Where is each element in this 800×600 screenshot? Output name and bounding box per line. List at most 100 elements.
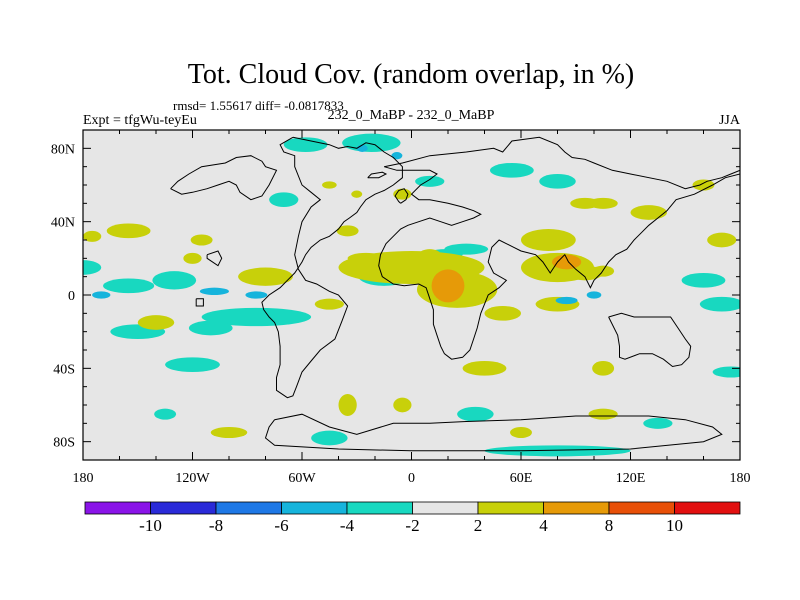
land-outline-6 (170, 155, 278, 201)
anomaly-region-21 (643, 417, 673, 429)
colorbar-swatch (84, 501, 151, 515)
colorbar-swatch (608, 501, 675, 515)
land-outline-1 (264, 413, 723, 452)
anomaly-region-54 (510, 427, 532, 438)
colorbar-swatch (215, 501, 282, 515)
axis-ticks (82, 129, 741, 461)
anomaly-region-64 (391, 152, 403, 160)
anomaly-region-59 (199, 287, 229, 296)
anomaly-region-56 (351, 190, 363, 198)
stats-text: rmsd= 1.55617 diff= -0.0817833 (173, 98, 344, 113)
anomaly-region-55 (322, 181, 337, 189)
colorbar-label: 4 (539, 516, 548, 535)
anomaly-region-12 (188, 320, 233, 336)
anomaly-region-7 (444, 243, 489, 255)
x-axis: 180 120W 60W 0 60E 120E 180 (73, 471, 751, 486)
anomaly-region-25 (462, 361, 507, 376)
y-tick-label: 80N (51, 142, 75, 157)
colorbar-swatch (150, 501, 217, 515)
colorbar-label: -8 (209, 516, 223, 535)
anomaly-region-61 (92, 291, 111, 299)
anomaly-region-1 (283, 137, 328, 153)
land-outline-4 (367, 171, 388, 179)
anomaly-region-2 (269, 192, 299, 208)
x-tick-label: 120E (616, 471, 646, 486)
anomaly-region-15 (83, 260, 102, 275)
anomaly-region-52 (336, 225, 359, 237)
anomaly-region-22 (712, 366, 740, 378)
anomaly-region-19 (311, 430, 348, 446)
anomaly-region-44 (592, 265, 615, 277)
anomaly-region-41 (393, 397, 412, 413)
x-tick-label: 120W (175, 471, 210, 486)
anomaly-region-35 (210, 427, 248, 438)
y-tick-label: 80S (53, 436, 75, 451)
anomaly-region-30 (521, 229, 576, 251)
colorbar-label: -4 (340, 516, 355, 535)
colorbar-label: -6 (274, 516, 288, 535)
anomaly-region-26 (588, 408, 618, 420)
colorbar-swatch (674, 501, 741, 515)
colorbar: -10 -8 -6 -4 -2 2 4 8 10 (84, 501, 741, 535)
anomaly-region-0 (342, 133, 401, 152)
case-label: 232_0_MaBP - 232_0_MaBP (328, 108, 495, 123)
anomaly-region-23 (154, 408, 177, 420)
x-tick-label: 180 (73, 471, 94, 486)
anomaly-region-27 (707, 232, 737, 248)
land-outline-5 (608, 312, 692, 368)
colorbar-label: 8 (605, 516, 614, 535)
anomaly-region-18 (457, 406, 494, 422)
anomaly-region-39 (238, 267, 293, 286)
anomaly-region-50 (570, 197, 600, 209)
anomaly-region-4 (489, 163, 534, 178)
season-label: JJA (719, 113, 741, 128)
colorbar-label: -2 (405, 516, 419, 535)
land-outline-7 (206, 250, 223, 267)
anomaly-region-62 (555, 296, 578, 305)
anomaly-region-5 (539, 174, 576, 189)
anomaly-region-10 (103, 278, 155, 294)
x-tick-label: 60W (288, 471, 316, 486)
plot-area (82, 129, 741, 461)
y-tick-label: 40N (51, 216, 75, 231)
anomaly-region-11 (201, 307, 312, 327)
colorbar-label: 2 (474, 516, 483, 535)
anomaly-region-60 (245, 291, 268, 299)
anomaly-region-48 (592, 361, 615, 376)
colorbar-label: 10 (666, 516, 683, 535)
anomaly-region-51 (338, 394, 357, 416)
land-outline-3 (394, 188, 409, 204)
land-outlines (170, 136, 740, 452)
colorbar-swatch (477, 501, 544, 515)
experiment-label: Expt = tfgWu-teyEu (83, 113, 197, 128)
anomaly-region-24 (137, 315, 175, 330)
anomaly-region-17 (699, 296, 740, 312)
y-axis: 80N 40N 0 40S 80S (51, 142, 75, 450)
anomaly-region-53 (692, 179, 715, 191)
anomaly-region-65 (356, 144, 368, 152)
anomaly-region-49 (630, 205, 667, 220)
chart-title: Tot. Cloud Cov. (random overlap, in %) (188, 59, 634, 90)
x-tick-label: 60E (510, 471, 533, 486)
plot-background (83, 130, 740, 460)
anomaly-region-40 (183, 252, 202, 264)
anomaly-region-45 (106, 223, 151, 239)
colorbar-swatch (412, 501, 479, 515)
anomaly-region-46 (83, 230, 102, 242)
colorbar-swatch (543, 501, 610, 515)
land-outline-8 (195, 298, 204, 307)
anomaly-region-9 (152, 271, 197, 290)
contour-field (83, 133, 740, 457)
anomaly-region-34 (484, 306, 521, 321)
anomaly-region-14 (165, 357, 220, 372)
anomaly-region-28 (190, 234, 213, 246)
land-outline-2 (378, 136, 740, 360)
land-outline-0 (261, 136, 403, 399)
y-tick-label: 40S (53, 362, 75, 377)
x-tick-label: 180 (730, 471, 751, 486)
colorbar-label: -10 (139, 516, 162, 535)
anomaly-region-58 (431, 269, 465, 303)
anomaly-region-57 (552, 254, 582, 270)
y-tick-label: 0 (68, 289, 75, 304)
anomaly-region-3 (415, 175, 445, 187)
